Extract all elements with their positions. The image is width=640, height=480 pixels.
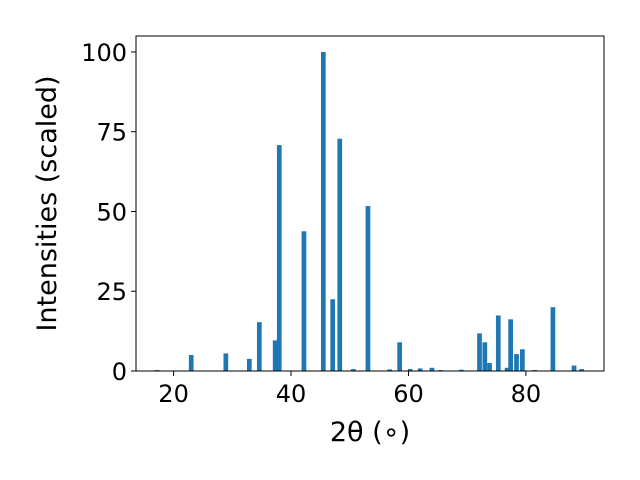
bar (188, 355, 194, 371)
bar (256, 322, 262, 371)
y-axis-title: Intensities (scaled) (32, 75, 63, 331)
bar (320, 51, 326, 371)
x-tick-label: 60 (393, 380, 424, 408)
bar (246, 358, 252, 371)
bar (550, 307, 556, 371)
bar (223, 353, 229, 371)
x-tick-label: 20 (158, 380, 189, 408)
y-tick-label: 75 (96, 119, 127, 147)
y-tick-label: 25 (96, 278, 127, 306)
bar (407, 369, 413, 371)
bar (520, 349, 525, 371)
bar (429, 367, 435, 371)
bar (337, 138, 343, 371)
bar (272, 340, 278, 371)
x-axis: 20 40 60 80 (158, 371, 541, 408)
bar (387, 369, 393, 371)
bars-layer (154, 51, 585, 371)
y-tick-label: 50 (96, 198, 127, 226)
bar (579, 369, 585, 371)
y-axis: 0 25 50 75 100 (81, 39, 136, 386)
bar (350, 369, 356, 371)
plot-frame (135, 35, 605, 372)
bar (514, 354, 519, 371)
bar (330, 299, 336, 371)
bar (397, 342, 402, 371)
x-tick-label: 80 (511, 380, 542, 408)
bar (504, 367, 510, 371)
bar (477, 333, 482, 371)
bar (571, 365, 577, 371)
bar (365, 206, 371, 371)
bar (495, 315, 501, 371)
y-tick-label: 100 (81, 39, 127, 67)
bar (508, 319, 513, 371)
bar (301, 231, 307, 371)
bar (417, 368, 423, 371)
bar (458, 369, 464, 371)
x-tick-label: 40 (276, 380, 307, 408)
x-axis-title: 2θ (∘) (330, 417, 410, 448)
bar (482, 342, 488, 371)
bar (276, 145, 282, 371)
y-tick-label: 0 (112, 358, 127, 386)
bar (487, 363, 492, 371)
